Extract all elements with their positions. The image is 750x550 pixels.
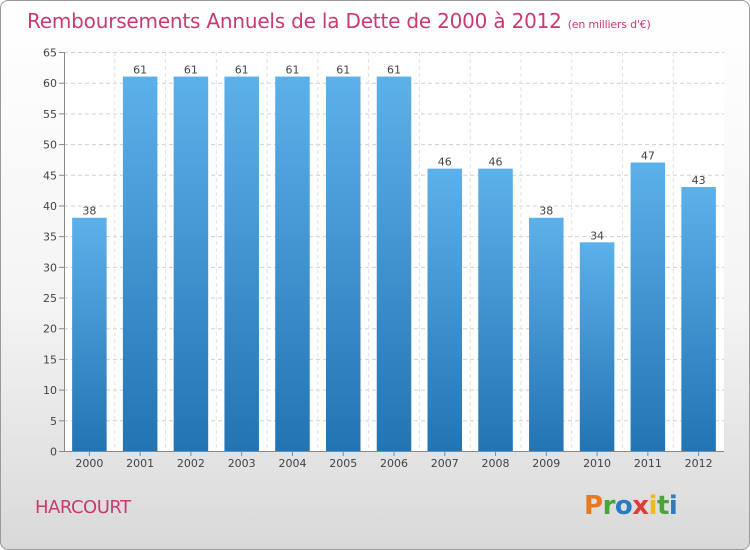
bar-value-label: 43 <box>692 174 706 187</box>
y-tick-label: 25 <box>43 292 57 305</box>
proxiti-logo: Proxiti <box>584 491 678 521</box>
x-tick-label: 2012 <box>685 457 713 470</box>
y-tick-label: 35 <box>43 231 57 244</box>
logo-letter: r <box>602 491 616 521</box>
x-tick-label: 2011 <box>634 457 662 470</box>
chart-unit: (en milliers d'€) <box>567 18 651 31</box>
bar <box>681 187 716 452</box>
bar-value-label: 46 <box>438 156 452 169</box>
bar-value-label: 61 <box>285 64 299 77</box>
bar-value-label: 61 <box>336 64 350 77</box>
bar <box>427 168 463 451</box>
bar <box>224 76 259 452</box>
axes: 0 5 10 15 20 25 30 35 40 45 50 55 60 65 2000 2001 2002 20… <box>43 47 724 470</box>
x-tick-label: 2000 <box>75 457 103 470</box>
logo-letter: i <box>668 491 678 521</box>
bar <box>630 162 666 451</box>
y-tick-label: 0 <box>50 446 57 459</box>
bar <box>579 242 615 451</box>
x-tick-label: 2005 <box>329 457 357 470</box>
bar <box>529 217 564 451</box>
y-tick-label: 40 <box>43 200 57 213</box>
bar-value-label: 61 <box>133 64 147 77</box>
bar-value-label: 47 <box>641 149 655 162</box>
logo-letter: i <box>648 491 658 521</box>
bar-value-label: 38 <box>82 205 96 218</box>
bar <box>275 76 310 452</box>
x-tick-label: 2006 <box>380 457 408 470</box>
bar <box>72 217 107 451</box>
x-tick-label: 2001 <box>126 457 154 470</box>
y-tick-label: 65 <box>43 47 57 60</box>
chart-title: Remboursements Annuels de la Dette de 20… <box>27 9 651 33</box>
y-tick-label: 30 <box>43 261 57 274</box>
bar <box>376 76 412 452</box>
x-tick-label: 2007 <box>431 457 459 470</box>
city-name: HARCOURT <box>35 497 131 518</box>
bar-value-label: 46 <box>489 156 503 169</box>
logo-letter: P <box>584 491 603 521</box>
bar-value-label: 38 <box>539 205 553 218</box>
x-tick-label: 2008 <box>482 457 510 470</box>
x-tick-label: 2004 <box>278 457 306 470</box>
y-tick-label: 10 <box>43 384 57 397</box>
bar-value-label: 61 <box>235 64 249 77</box>
bar-value-label: 34 <box>590 229 604 242</box>
y-tick-label: 55 <box>43 108 57 121</box>
bar <box>478 168 513 451</box>
x-tick-label: 2009 <box>532 457 560 470</box>
bar <box>122 76 158 452</box>
x-tick-label: 2002 <box>177 457 205 470</box>
bar <box>173 76 209 452</box>
bar <box>325 76 361 452</box>
bars: 38 61 61 61 61 61 61 46 46 38 34 47 43 <box>72 64 716 452</box>
y-tick-label: 45 <box>43 169 57 182</box>
logo-letter: x <box>632 491 649 521</box>
logo-letter: t <box>656 491 669 521</box>
chart-title-text: Remboursements Annuels de la Dette de 20… <box>27 9 562 33</box>
y-tick-label: 60 <box>43 77 57 90</box>
logo-letter: o <box>614 491 633 521</box>
bar-value-label: 61 <box>184 64 198 77</box>
y-tick-label: 15 <box>43 353 57 366</box>
y-tick-label: 20 <box>43 323 57 336</box>
x-tick-label: 2003 <box>228 457 256 470</box>
y-tick-label: 5 <box>50 415 57 428</box>
x-tick-label: 2010 <box>583 457 611 470</box>
y-tick-label: 50 <box>43 139 57 152</box>
bar-value-label: 61 <box>387 64 401 77</box>
